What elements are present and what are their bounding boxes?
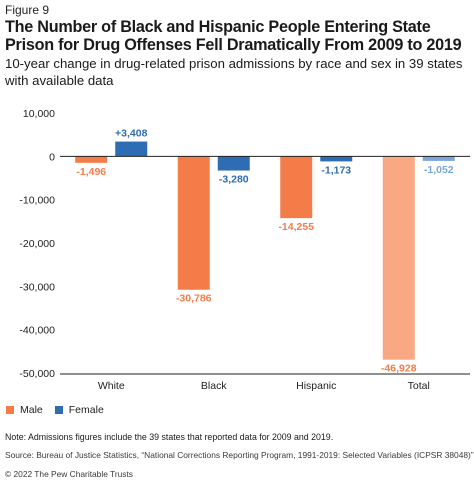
bar-male-total	[382, 156, 415, 360]
legend-swatch-male	[6, 406, 14, 414]
bar-female-black	[217, 156, 250, 171]
figure-label: Figure 9	[5, 3, 50, 17]
y-tick-label: -40,000	[19, 325, 55, 337]
data-label-male-white: -1,496	[76, 166, 106, 178]
x-tick-label: White	[98, 380, 125, 392]
data-label-female-hispanic: -1,173	[321, 164, 351, 176]
x-axis: White Black Hispanic Total	[60, 155, 470, 392]
bar-male-white	[75, 156, 108, 163]
y-tick-label: -20,000	[19, 238, 55, 250]
legend-swatch-female	[54, 406, 63, 414]
chart-source: Source: Bureau of Justice Statistics, “N…	[5, 450, 474, 460]
data-label-female-white: +3,408	[115, 128, 148, 140]
bar-male-hispanic	[280, 156, 313, 219]
chart-title: The Number of Black and Hispanic People …	[5, 18, 462, 54]
x-tick-label: Hispanic	[296, 380, 336, 392]
bars: -1,496 +3,408 -30,786 -3,280 -14,255 -1,173 -4…	[75, 128, 455, 375]
y-tick-label: -10,000	[19, 195, 55, 207]
y-tick-label: -50,000	[19, 368, 55, 380]
bar-male-black	[177, 156, 210, 290]
legend-label-male: Male	[20, 404, 43, 416]
copyright: © 2022 The Pew Charitable Trusts	[5, 469, 133, 479]
y-tick-label: 10,000	[23, 108, 55, 120]
bar-female-total	[422, 156, 455, 161]
data-label-male-hispanic: -14,255	[278, 221, 314, 233]
legend: Male Female	[6, 404, 116, 416]
y-axis: 10,000 0 -10,000 -20,000 -30,000 -40,000 -50,0…	[19, 108, 55, 380]
chart-note: Note: Admissions figures include the 39 …	[5, 432, 334, 442]
data-label-male-total: -46,928	[381, 363, 417, 375]
y-tick-label: 0	[49, 151, 55, 163]
legend-label-female: Female	[68, 404, 104, 416]
x-tick-label: Total	[408, 380, 430, 392]
bar-female-white	[115, 141, 148, 157]
y-tick-label: -30,000	[19, 281, 55, 293]
data-label-female-black: -3,280	[219, 174, 249, 186]
data-label-female-total: -1,052	[424, 164, 454, 176]
legend-item-male: Male	[6, 404, 43, 416]
chart-subtitle: 10-year change in drug-related prison ad…	[5, 56, 463, 88]
legend-item-female: Female	[54, 404, 104, 416]
bar-chart: 10,000 0 -10,000 -20,000 -30,000 -40,000 -50,0…	[19, 108, 470, 392]
data-label-male-black: -30,786	[176, 293, 212, 305]
bar-female-hispanic	[320, 156, 353, 162]
x-tick-label: Black	[201, 380, 227, 392]
